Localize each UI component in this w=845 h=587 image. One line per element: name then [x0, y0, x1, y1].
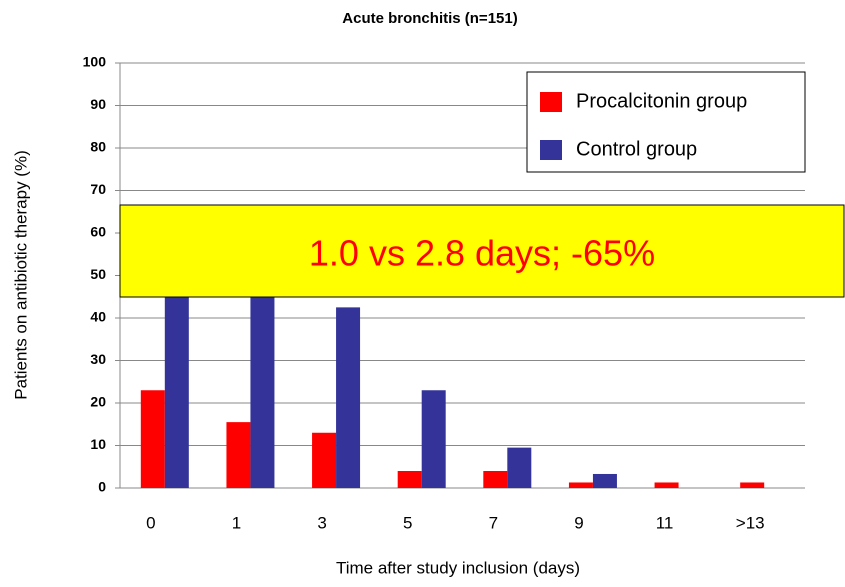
bar — [312, 432, 337, 488]
y-tick-label: 50 — [90, 266, 106, 282]
x-tick-label: 1 — [232, 513, 241, 532]
y-tick-label: 10 — [90, 436, 106, 452]
bar — [140, 390, 165, 488]
bar — [568, 482, 593, 488]
bar — [507, 447, 532, 488]
bar — [397, 471, 422, 488]
x-tick-label: >13 — [736, 513, 765, 532]
bar — [421, 390, 446, 488]
y-tick-label: 70 — [90, 181, 106, 197]
bar — [592, 473, 617, 488]
bar — [226, 422, 251, 488]
y-tick-label: 60 — [90, 224, 106, 240]
y-axis-label: Patients on antibiotic therapy (%) — [11, 150, 30, 399]
x-tick-label: 9 — [574, 513, 583, 532]
x-tick-label: 11 — [656, 513, 674, 532]
bar — [483, 471, 508, 488]
y-tick-label: 40 — [90, 309, 106, 325]
bar — [654, 482, 679, 488]
legend-swatch — [540, 140, 562, 160]
x-tick-label: 3 — [317, 513, 326, 532]
x-tick-label: 0 — [146, 513, 155, 532]
y-tick-label: 30 — [90, 351, 106, 367]
annotation-box — [119, 204, 845, 298]
bar — [336, 307, 361, 488]
legend-box — [526, 71, 806, 173]
legend-label: Control group — [576, 138, 697, 160]
annotation: 1.0 vs 2.8 days; -65% — [309, 233, 655, 274]
legend-swatch — [540, 92, 562, 112]
legend-label: Procalcitonin group — [576, 90, 747, 112]
x-tick-label: 7 — [489, 513, 498, 532]
y-tick-label: 100 — [83, 54, 107, 70]
y-tick-label: 20 — [90, 394, 106, 410]
bar — [740, 482, 765, 488]
x-tick-label: 5 — [403, 513, 412, 532]
y-tick-label: 80 — [90, 139, 106, 155]
y-tick-label: 90 — [90, 96, 106, 112]
x-axis-label: Time after study inclusion (days) — [336, 558, 580, 577]
y-tick-label: 0 — [98, 479, 106, 495]
chart-title: Acute bronchitis (n=151) — [342, 10, 517, 27]
